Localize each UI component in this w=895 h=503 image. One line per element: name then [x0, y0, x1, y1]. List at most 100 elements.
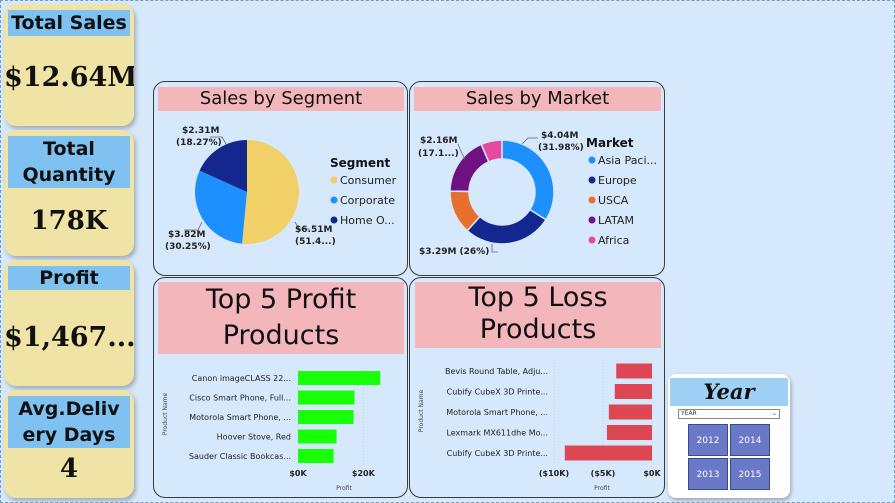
- x-tick-label: $0K: [643, 469, 661, 478]
- x-tick-label: ($5K): [591, 469, 616, 478]
- bar[interactable]: [298, 390, 355, 405]
- legend-label: LATAM: [598, 214, 634, 227]
- kpi-profit-card: Profit $1,467...: [4, 260, 134, 386]
- legend-item-europe[interactable]: Europe: [588, 174, 637, 187]
- legend-label: USCA: [598, 194, 629, 207]
- legend-dot: [588, 176, 596, 184]
- sales-by-segment-panel: Sales by Segment $6.51M (51.4...) $3.82M (3…: [153, 81, 408, 276]
- data-label: (17.1...): [418, 149, 459, 159]
- year-slicer: Year YEAR ⌄ 2012 2014 2013 2015: [668, 374, 790, 498]
- top-profit-products-panel: Top 5 Profit Products Canon imageCLASS 2…: [153, 277, 408, 498]
- pie-slice-africa[interactable]: [480, 139, 503, 163]
- kpi-value: 178K: [30, 206, 108, 236]
- bar[interactable]: [298, 429, 337, 444]
- data-label: $6.51M: [295, 225, 332, 235]
- legend-item-latam[interactable]: LATAM: [588, 214, 634, 227]
- sales-by-market-panel: Sales by Market $4.04M (31.98%) $3.29M (26…: [409, 81, 665, 276]
- y-tick-label: Bevis Round Table, Adju...: [445, 367, 548, 376]
- legend-label: Africa: [598, 234, 629, 247]
- legend-item-consumer[interactable]: Consumer: [330, 174, 397, 187]
- year-button-2014[interactable]: 2014: [730, 424, 770, 456]
- data-label: $4.04M: [541, 131, 578, 141]
- legend-label: Consumer: [340, 174, 397, 187]
- leader-line: [210, 136, 227, 145]
- legend-label: Corporate: [340, 194, 395, 207]
- legend-label: Europe: [598, 174, 637, 187]
- kpi-total-quantity-card: Total Quantity 178K: [4, 130, 134, 256]
- y-tick-label: Motorola Smart Phone, ...: [446, 408, 548, 417]
- y-tick-label: Motorola Smart Phone, ...: [189, 413, 291, 422]
- legend-dot: [330, 196, 338, 204]
- year-dropdown[interactable]: YEAR ⌄: [678, 409, 780, 419]
- legend-item-asia-pacific[interactable]: Asia Paci...: [588, 154, 658, 167]
- year-button-2012[interactable]: 2012: [688, 424, 728, 456]
- y-tick-label: Cisco Smart Phone, Full...: [189, 394, 291, 403]
- market-donut-chart[interactable]: $4.04M (31.98%) $3.29M (26%) $2.16M (17.1...…: [410, 82, 665, 276]
- bar[interactable]: [608, 404, 652, 420]
- x-axis-label: Profit: [594, 485, 610, 492]
- y-tick-label: Lexmark MX611dhe Mo...: [446, 429, 548, 438]
- bar[interactable]: [616, 363, 652, 379]
- pie-slice-home-office[interactable]: [199, 140, 247, 192]
- pie-slice-consumer[interactable]: [242, 140, 299, 244]
- leader-line: [184, 221, 203, 231]
- dropdown-label: YEAR: [681, 410, 697, 417]
- panel-title: Sales by Segment: [158, 87, 404, 111]
- x-tick-label: ($10K): [539, 469, 569, 478]
- panel-title: Top 5 Profit Products: [158, 282, 404, 354]
- data-label: $3.29M (26%): [419, 247, 489, 257]
- slicer-title: Year: [670, 378, 788, 406]
- profit-bar-chart[interactable]: Canon imageCLASS 22... Cisco Smart Phone,…: [154, 278, 408, 498]
- data-label: $2.16M: [420, 136, 457, 146]
- panel-title: Sales by Market: [414, 87, 661, 111]
- legend-item-africa[interactable]: Africa: [588, 234, 630, 247]
- year-button-2015[interactable]: 2015: [730, 458, 770, 490]
- kpi-value: $12.64M: [4, 62, 134, 93]
- segment-pie-chart[interactable]: $6.51M (51.4...) $3.82M (30.25%) $2.31M (18.2…: [154, 82, 408, 276]
- data-label: (51.4...): [295, 237, 336, 247]
- kpi-avg-delivery-card: Avg.Delivery Days 4: [4, 390, 134, 498]
- legend-label: Home O...: [340, 214, 395, 227]
- legend-label: Asia Paci...: [598, 154, 657, 167]
- bar[interactable]: [298, 371, 381, 385]
- legend-title: Market: [586, 136, 634, 150]
- pie-slice-corporate[interactable]: [195, 170, 247, 244]
- panel-title: Top 5 Loss Products: [415, 282, 661, 348]
- bar[interactable]: [564, 445, 652, 461]
- loss-bar-chart[interactable]: Bevis Round Table, Adju... Cubify CubeX 3…: [410, 278, 665, 498]
- y-axis-label: Product Name: [162, 392, 169, 435]
- y-tick-label: Canon imageCLASS 22...: [192, 374, 291, 383]
- top-loss-products-panel: Top 5 Loss Products Bevis Round Table, A…: [409, 277, 665, 498]
- kpi-title: Total Sales: [8, 10, 130, 36]
- bar[interactable]: [298, 410, 354, 424]
- leader-line: [521, 137, 538, 145]
- kpi-total-sales-card: Total Sales $12.64M: [4, 4, 134, 126]
- data-label: $3.82M: [168, 230, 205, 240]
- leader-line: [491, 244, 498, 253]
- legend-item-corporate[interactable]: Corporate: [330, 194, 396, 207]
- bar[interactable]: [614, 384, 652, 399]
- kpi-title: Avg.Delivery Days: [8, 396, 130, 448]
- kpi-value: 4: [59, 454, 79, 484]
- legend-title: Segment: [330, 156, 391, 170]
- x-tick-label: $0K: [289, 469, 307, 478]
- data-label: (18.27%): [176, 138, 222, 148]
- legend-dot: [588, 156, 596, 164]
- y-axis-label: Product Name: [418, 389, 425, 432]
- legend-dot: [588, 236, 596, 244]
- bar[interactable]: [298, 449, 334, 463]
- legend-item-home-office[interactable]: Home O...: [330, 214, 395, 227]
- kpi-value: $1,467...: [4, 322, 134, 353]
- y-tick-label: Cubify CubeX 3D Printe...: [447, 449, 548, 458]
- year-button-2013[interactable]: 2013: [688, 458, 728, 490]
- leader-line: [457, 143, 466, 161]
- data-label: $2.31M: [182, 126, 219, 136]
- legend-dot: [588, 216, 596, 224]
- legend-dot: [588, 196, 596, 204]
- y-tick-label: Cubify CubeX 3D Printe...: [447, 388, 548, 397]
- legend-item-usca[interactable]: USCA: [588, 194, 629, 207]
- bar[interactable]: [606, 425, 652, 440]
- legend-dot: [330, 176, 338, 184]
- kpi-title: Total Quantity: [8, 136, 130, 188]
- y-tick-label: Sauder Classic Bookcas...: [189, 452, 291, 461]
